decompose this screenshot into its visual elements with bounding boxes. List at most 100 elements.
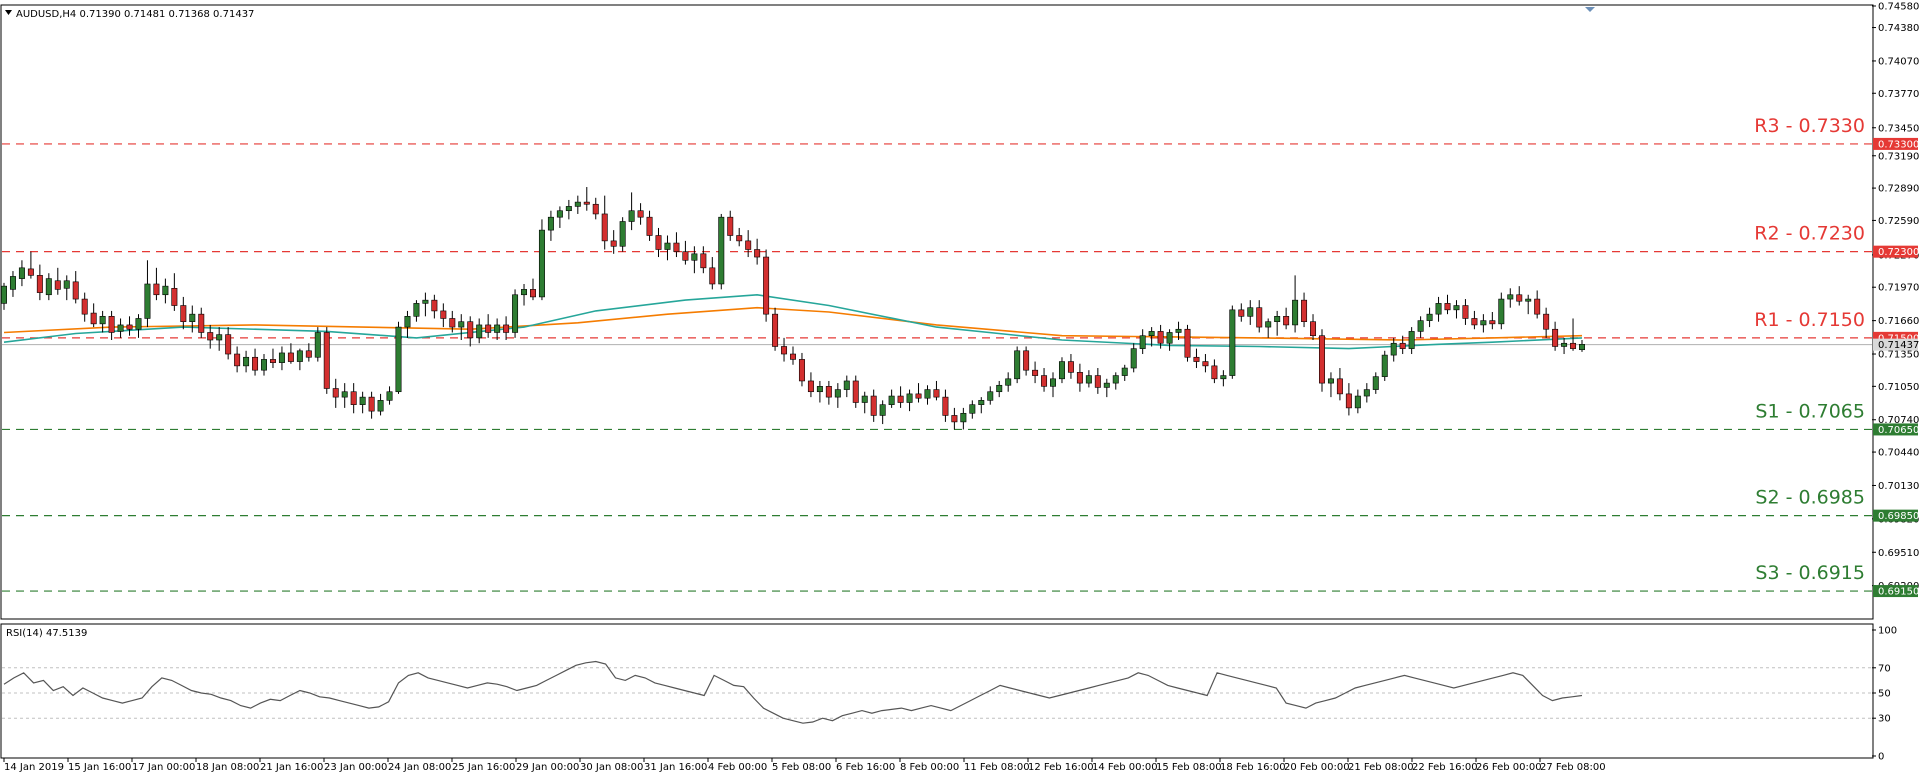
candle-body	[1283, 316, 1290, 326]
candle-body	[1301, 299, 1308, 322]
candle	[207, 324, 214, 349]
candle	[1076, 363, 1083, 392]
candle	[108, 310, 115, 341]
candle	[72, 271, 79, 304]
shift-marker-icon[interactable]	[1585, 7, 1595, 12]
candle	[440, 303, 447, 328]
candle	[494, 318, 501, 341]
level-label: R3 - 0.7330	[1754, 115, 1865, 137]
candle-body	[216, 334, 223, 341]
candle	[960, 407, 967, 430]
candle	[1310, 314, 1317, 341]
level-label: R1 - 0.7150	[1754, 309, 1865, 331]
candle-body	[897, 395, 904, 403]
candle-body	[467, 321, 474, 339]
candle	[431, 294, 438, 319]
candle	[1345, 383, 1352, 416]
candle	[942, 389, 949, 422]
candle-body	[1247, 307, 1254, 317]
candle	[1041, 368, 1048, 392]
candle	[610, 230, 617, 254]
candle-body	[736, 235, 743, 242]
candle-body	[1435, 303, 1442, 315]
candle-body	[960, 412, 967, 423]
candle-body	[1139, 335, 1146, 349]
candle-body	[350, 391, 357, 405]
candle-body	[1507, 294, 1514, 300]
level-price-tag-label: 0.69150	[1878, 587, 1919, 598]
candle-body	[377, 400, 384, 412]
collapse-triangle-icon[interactable]	[5, 10, 12, 15]
candle	[1426, 307, 1433, 328]
candle	[252, 348, 259, 376]
candle-body	[1229, 309, 1236, 376]
candle-body	[494, 324, 501, 333]
ma-fast-line	[3, 293, 1583, 350]
candle-body	[538, 229, 545, 298]
candle-body	[574, 201, 581, 207]
candle-body	[583, 201, 590, 205]
candle-body	[126, 324, 133, 330]
candle-body	[852, 380, 859, 403]
current-price-tag	[1873, 338, 1918, 351]
candle	[467, 316, 474, 347]
candle-body	[449, 318, 456, 328]
candle	[1058, 357, 1065, 384]
candle-body	[754, 249, 761, 258]
candle	[1175, 321, 1182, 341]
candle-body	[556, 210, 563, 218]
candle	[1561, 337, 1568, 355]
price-tick-label: 0.72590	[1878, 216, 1919, 227]
candle-body	[1408, 331, 1415, 349]
level-price-tag	[1873, 585, 1918, 598]
time-tick-label: 6 Feb 16:00	[836, 762, 895, 773]
candle	[843, 375, 850, 398]
candle	[1, 282, 7, 310]
price-tick-label: 0.72890	[1878, 184, 1919, 195]
candle-body	[1130, 348, 1137, 369]
candle-body	[1, 285, 7, 304]
candle	[1023, 346, 1030, 376]
candle-body	[1184, 328, 1191, 358]
candle	[700, 246, 707, 274]
candle	[915, 383, 922, 403]
candle	[646, 210, 653, 241]
candle	[709, 257, 716, 290]
candle-body	[619, 221, 626, 247]
candle-body	[709, 267, 716, 285]
time-tick-label: 11 Feb 08:00	[964, 762, 1030, 773]
candle-body	[431, 299, 438, 312]
candle-body	[978, 400, 985, 405]
candle	[547, 210, 554, 241]
candle-body	[395, 326, 402, 393]
price-tick-label: 0.74580	[1878, 2, 1919, 13]
candle	[969, 400, 976, 419]
candle	[1390, 337, 1397, 362]
level-price-tag	[1873, 423, 1918, 436]
candle-body	[727, 216, 734, 236]
candle	[978, 397, 985, 414]
candle	[99, 310, 106, 333]
time-tick-label: 18 Feb 16:00	[1220, 762, 1286, 773]
candle-body	[628, 210, 635, 222]
time-tick-label: 22 Feb 16:00	[1412, 762, 1478, 773]
candle	[583, 187, 590, 211]
candle-body	[1175, 328, 1182, 333]
candle	[287, 343, 294, 364]
candle	[9, 271, 16, 297]
candle-body	[1444, 303, 1451, 311]
candle	[1121, 364, 1128, 381]
candle	[305, 343, 312, 362]
candle	[1157, 324, 1164, 349]
time-tick-label: 21 Jan 16:00	[260, 762, 323, 773]
time-tick-label: 29 Jan 00:00	[516, 762, 579, 773]
candle	[422, 292, 429, 317]
candle	[1085, 370, 1092, 388]
candle-body	[565, 206, 572, 212]
candle	[54, 267, 61, 295]
candle	[341, 383, 348, 408]
candle	[314, 327, 321, 362]
candle	[278, 346, 285, 371]
candle	[63, 275, 70, 301]
candle-body	[153, 283, 160, 296]
